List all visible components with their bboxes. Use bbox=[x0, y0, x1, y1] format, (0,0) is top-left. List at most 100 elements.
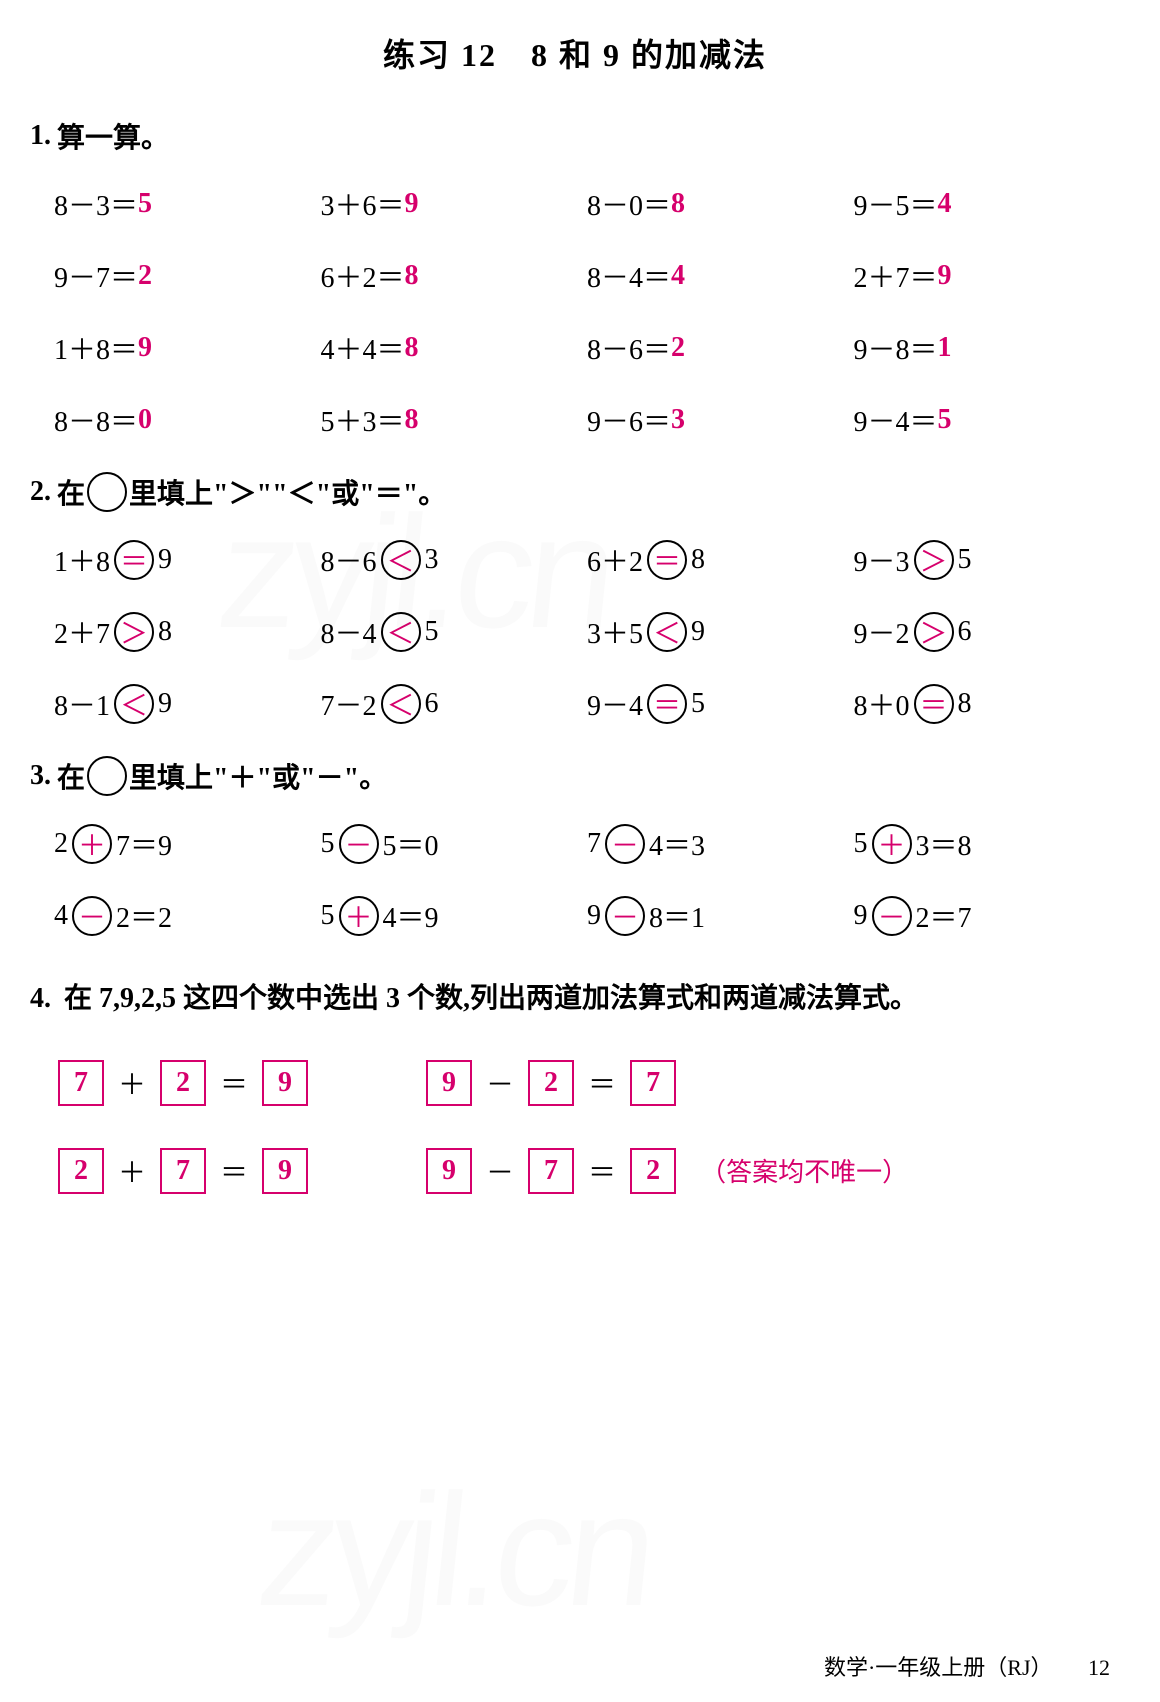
page-title: 练习 12 8 和 9 的加减法 bbox=[30, 30, 1120, 76]
answer: 2 bbox=[671, 332, 685, 364]
answer-box: 2 bbox=[528, 1060, 574, 1106]
q2-item: 8－1＜9 bbox=[54, 684, 321, 724]
comparison-circle: ＞ bbox=[914, 612, 954, 652]
comparison-answer: ＜ bbox=[653, 612, 681, 652]
comparison-circle: ＝ bbox=[647, 540, 687, 580]
equals: ＝ bbox=[220, 1063, 248, 1103]
q1-row: 1＋8＝94＋4＝88－6＝29－8＝1 bbox=[30, 328, 1120, 368]
right-value: 5 bbox=[425, 616, 439, 648]
operator-circle: － bbox=[872, 896, 912, 936]
q4-note: （答案均不唯一） bbox=[700, 1152, 908, 1189]
q3-row: 2＋7＝95－5＝07－4＝35＋3＝8 bbox=[30, 824, 1120, 864]
comparison-circle: ＜ bbox=[381, 684, 421, 724]
left-expr: 8－4 bbox=[321, 612, 377, 652]
q2-item: 8－4＜ 5 bbox=[321, 612, 588, 652]
expression: 8－0＝ bbox=[587, 184, 671, 224]
operator-answer: － bbox=[78, 896, 106, 936]
comparison-answer: ＞ bbox=[920, 540, 948, 580]
q2-item: 9－3＞ 5 bbox=[854, 540, 1121, 580]
expression: 9－7＝ bbox=[54, 256, 138, 296]
answer: 9 bbox=[938, 260, 952, 292]
right-expr: 5＝0 bbox=[383, 824, 439, 864]
left-num: 9 bbox=[854, 900, 868, 932]
q4-heading: 4. 在 7,9,2,5 这四个数中选出 3 个数,列出两道加法算式和两道减法算… bbox=[30, 968, 1120, 1030]
answer: 8 bbox=[405, 332, 419, 364]
answer-box: 2 bbox=[58, 1148, 104, 1194]
operator-answer: ＋ bbox=[877, 824, 905, 864]
q1-item: 6＋2＝8 bbox=[321, 256, 588, 296]
expression: 8－6＝ bbox=[587, 328, 671, 368]
comparison-circle: ＞ bbox=[114, 612, 154, 652]
operator-answer: － bbox=[611, 896, 639, 936]
q1-item: 8－8＝0 bbox=[54, 400, 321, 440]
q1-row: 8－8＝05＋3＝89－6＝39－4＝5 bbox=[30, 400, 1120, 440]
left-expr: 6＋2 bbox=[587, 540, 643, 580]
expression: 9－6＝ bbox=[587, 400, 671, 440]
right-expr: 3＝8 bbox=[916, 824, 972, 864]
comparison-circle: ＝ bbox=[647, 684, 687, 724]
right-expr: 8＝1 bbox=[649, 896, 705, 936]
q1-item: 8－6＝2 bbox=[587, 328, 854, 368]
right-expr: 4＝3 bbox=[649, 824, 705, 864]
q3-item: 7－4＝3 bbox=[587, 824, 854, 864]
right-value: 9 bbox=[158, 544, 172, 576]
right-value: 6 bbox=[958, 616, 972, 648]
q2-item: 2＋7＞8 bbox=[54, 612, 321, 652]
comparison-circle: ＝ bbox=[914, 684, 954, 724]
page-footer: 数学·一年级上册（RJ） 12 bbox=[824, 1650, 1110, 1682]
left-expr: 8＋0 bbox=[854, 684, 910, 724]
answer: 8 bbox=[405, 260, 419, 292]
expression: 8－4＝ bbox=[587, 256, 671, 296]
answer: 4 bbox=[938, 188, 952, 220]
blank-circle-icon bbox=[87, 472, 127, 512]
left-num: 2 bbox=[54, 828, 68, 860]
q1-item: 5＋3＝8 bbox=[321, 400, 588, 440]
operator-circle: － bbox=[339, 824, 379, 864]
left-expr: 9－4 bbox=[587, 684, 643, 724]
right-value: 9 bbox=[691, 616, 705, 648]
comparison-answer: ＞ bbox=[120, 612, 148, 652]
left-expr: 8－1 bbox=[54, 684, 110, 724]
right-value: 8 bbox=[158, 616, 172, 648]
q2-row: 1＋8＝98－6＜36＋2＝89－3＞5 bbox=[30, 540, 1120, 580]
right-value: 8 bbox=[958, 688, 972, 720]
operator: ＋ bbox=[118, 1063, 146, 1103]
q3-item: 4－2＝2 bbox=[54, 896, 321, 936]
q2-row: 2＋7＞88－4＜53＋5＜99－2＞6 bbox=[30, 612, 1120, 652]
answer: 5 bbox=[938, 404, 952, 436]
answer: 8 bbox=[671, 188, 685, 220]
answer-box: 9 bbox=[262, 1148, 308, 1194]
q1-item: 4＋4＝8 bbox=[321, 328, 588, 368]
right-value: 5 bbox=[958, 544, 972, 576]
comparison-answer: ＜ bbox=[387, 684, 415, 724]
answer: 3 bbox=[671, 404, 685, 436]
expression: 2＋7＝ bbox=[854, 256, 938, 296]
q3-item: 9－2＝7 bbox=[854, 896, 1121, 936]
left-expr: 7－2 bbox=[321, 684, 377, 724]
left-num: 5 bbox=[321, 828, 335, 860]
expression: 4＋4＝ bbox=[321, 328, 405, 368]
left-expr: 9－3 bbox=[854, 540, 910, 580]
answer-box: 2 bbox=[630, 1148, 676, 1194]
operator-answer: － bbox=[611, 824, 639, 864]
q3-item: 5＋3＝8 bbox=[854, 824, 1121, 864]
answer: 1 bbox=[938, 332, 952, 364]
operator: － bbox=[486, 1063, 514, 1103]
left-expr: 3＋5 bbox=[587, 612, 643, 652]
comparison-answer: ＜ bbox=[387, 540, 415, 580]
q1-item: 9－7＝2 bbox=[54, 256, 321, 296]
right-expr: 2＝7 bbox=[916, 896, 972, 936]
comparison-answer: ＜ bbox=[387, 612, 415, 652]
answer-box: 7 bbox=[58, 1060, 104, 1106]
comparison-circle: ＜ bbox=[381, 540, 421, 580]
watermark: zyjl.cn bbox=[250, 1458, 658, 1642]
answer: 9 bbox=[138, 332, 152, 364]
expression: 3＋6＝ bbox=[321, 184, 405, 224]
comparison-answer: ＜ bbox=[120, 684, 148, 724]
answer: 4 bbox=[671, 260, 685, 292]
q1-label: 算一算。 bbox=[57, 116, 169, 156]
right-value: 6 bbox=[425, 688, 439, 720]
comparison-circle: ＞ bbox=[914, 540, 954, 580]
q2-item: 9－2＞6 bbox=[854, 612, 1121, 652]
expression: 9－8＝ bbox=[854, 328, 938, 368]
